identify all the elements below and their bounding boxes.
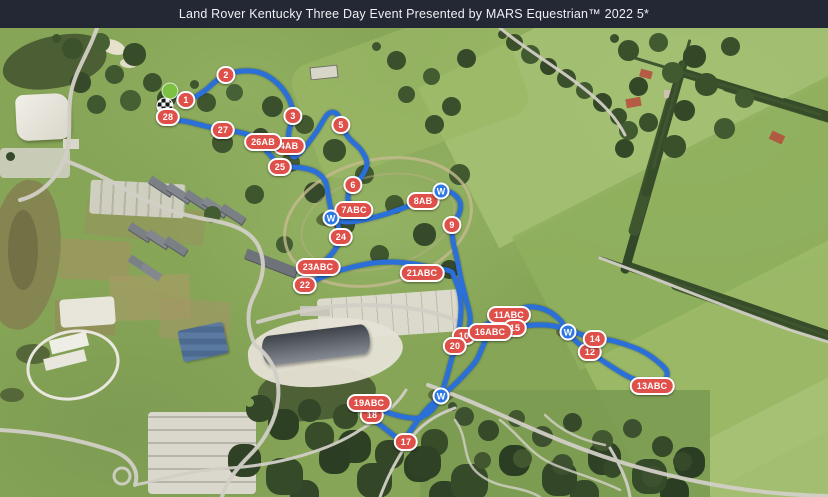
parking-lot xyxy=(148,412,256,494)
water-marker-4[interactable]: W xyxy=(432,387,450,405)
fence-marker-24[interactable]: 24 xyxy=(328,228,354,246)
road xyxy=(498,26,627,137)
fence-marker-9[interactable]: 9 xyxy=(442,216,462,234)
fence-marker-25[interactable]: 25 xyxy=(267,158,293,176)
fence-marker-19ABC[interactable]: 19ABC xyxy=(346,394,392,412)
event-title: Land Rover Kentucky Three Day Event Pres… xyxy=(178,7,650,21)
fence-marker-20[interactable]: 20 xyxy=(442,337,468,355)
fence-marker-16ABC[interactable]: 16ABC xyxy=(467,323,513,341)
water-marker-2[interactable]: W xyxy=(432,182,450,200)
tree-cluster xyxy=(448,402,457,411)
fence-marker-3[interactable]: 3 xyxy=(283,107,303,125)
title-bar: Land Rover Kentucky Three Day Event Pres… xyxy=(0,0,828,28)
road xyxy=(426,383,828,497)
tree-cluster xyxy=(52,34,61,43)
farm-building xyxy=(664,90,676,98)
tree-cluster xyxy=(610,34,619,43)
campground-road xyxy=(453,418,542,497)
fence-marker-17[interactable]: 17 xyxy=(393,433,419,451)
road xyxy=(0,428,139,487)
campground-road xyxy=(543,413,607,447)
fence-marker-14[interactable]: 14 xyxy=(582,330,608,348)
building xyxy=(300,306,330,316)
tree-cluster xyxy=(190,80,199,89)
roundabout xyxy=(112,466,132,486)
road xyxy=(18,26,99,202)
fence-marker-5[interactable]: 5 xyxy=(331,116,351,134)
sand-trap xyxy=(120,58,138,68)
fence-marker-22[interactable]: 22 xyxy=(292,276,318,294)
fence-marker-26AB[interactable]: 26AB xyxy=(244,133,282,151)
campground-road xyxy=(498,418,622,492)
tree-cluster xyxy=(372,42,381,51)
road xyxy=(598,256,828,344)
tree-cluster xyxy=(6,152,15,161)
fence-marker-7ABC[interactable]: 7ABC xyxy=(334,201,374,219)
fence-marker-13ABC[interactable]: 13ABC xyxy=(629,377,675,395)
building xyxy=(63,139,79,149)
water-marker-3[interactable]: W xyxy=(559,323,577,341)
road xyxy=(62,158,265,347)
pond xyxy=(0,388,24,402)
fence-marker-21ABC[interactable]: 21ABC xyxy=(399,264,445,282)
racetrack-oval xyxy=(283,156,473,288)
fence-marker-8AB[interactable]: 8AB xyxy=(406,192,440,210)
water-marker-1[interactable]: W xyxy=(322,209,340,227)
forest-patch xyxy=(240,446,249,455)
fence-marker-2[interactable]: 2 xyxy=(216,66,236,84)
fence-marker-1[interactable]: 1 xyxy=(176,91,196,109)
road xyxy=(256,302,457,324)
road xyxy=(220,343,281,497)
tree-lined-lane xyxy=(498,30,507,39)
fence-marker-23ABC[interactable]: 23ABC xyxy=(295,258,341,276)
wetland-patch xyxy=(8,210,38,290)
road xyxy=(608,446,632,497)
racetrack-oval-inner xyxy=(300,172,456,272)
fence-marker-6[interactable]: 6 xyxy=(343,176,363,194)
fence-marker-27[interactable]: 27 xyxy=(210,121,236,139)
fence-marker-28[interactable]: 28 xyxy=(155,108,181,126)
pond xyxy=(16,344,50,364)
